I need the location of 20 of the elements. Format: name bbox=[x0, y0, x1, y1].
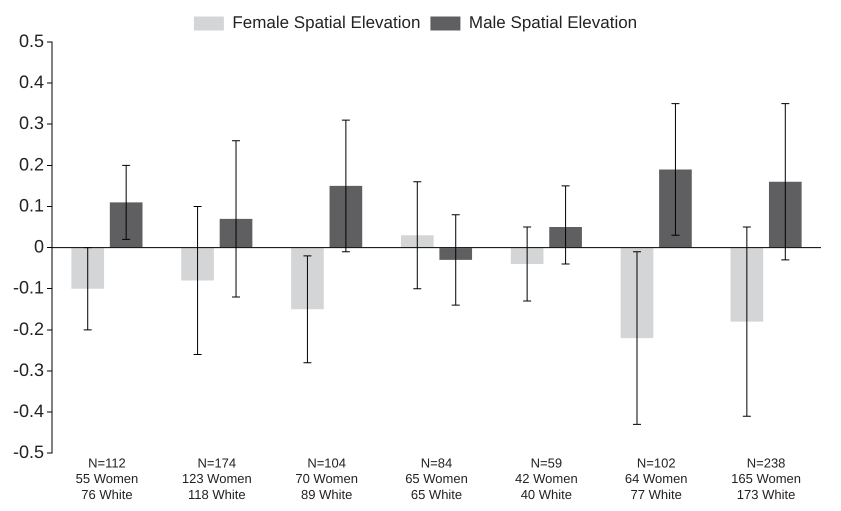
y-tick-label: 0.1 bbox=[18, 195, 44, 216]
y-tick-label: 0.3 bbox=[18, 113, 44, 134]
y-tick-label: 0.4 bbox=[18, 72, 44, 92]
x-tick-label: N=112 55 Women 76 White bbox=[76, 456, 138, 502]
y-tick-label: -0.1 bbox=[12, 278, 44, 298]
x-tick-label: N=84 65 Women 65 White bbox=[405, 456, 468, 502]
x-tick-label: N=104 70 Women 89 White bbox=[295, 456, 358, 502]
legend-label: Male Spatial Elevation bbox=[468, 13, 638, 32]
y-tick-label: 0 bbox=[34, 236, 44, 257]
y-tick-label: 0.2 bbox=[18, 154, 44, 174]
y-tick-label: -0.5 bbox=[12, 442, 44, 462]
x-tick-label: N=238 165 Women 173 White bbox=[731, 456, 801, 502]
x-tick-label: N=102 64 Women 77 White bbox=[624, 456, 688, 502]
y-tick-label: -0.2 bbox=[12, 318, 44, 339]
y-tick-label: 0.5 bbox=[18, 30, 44, 51]
x-tick-label: N=59 42 Women 40 White bbox=[515, 456, 578, 502]
x-tick-label: N=174 123 Women 118 White bbox=[182, 456, 252, 502]
y-tick-label: -0.3 bbox=[12, 360, 44, 380]
y-tick-label: -0.4 bbox=[12, 401, 44, 422]
legend-label: Female Spatial Elevation bbox=[232, 13, 420, 32]
